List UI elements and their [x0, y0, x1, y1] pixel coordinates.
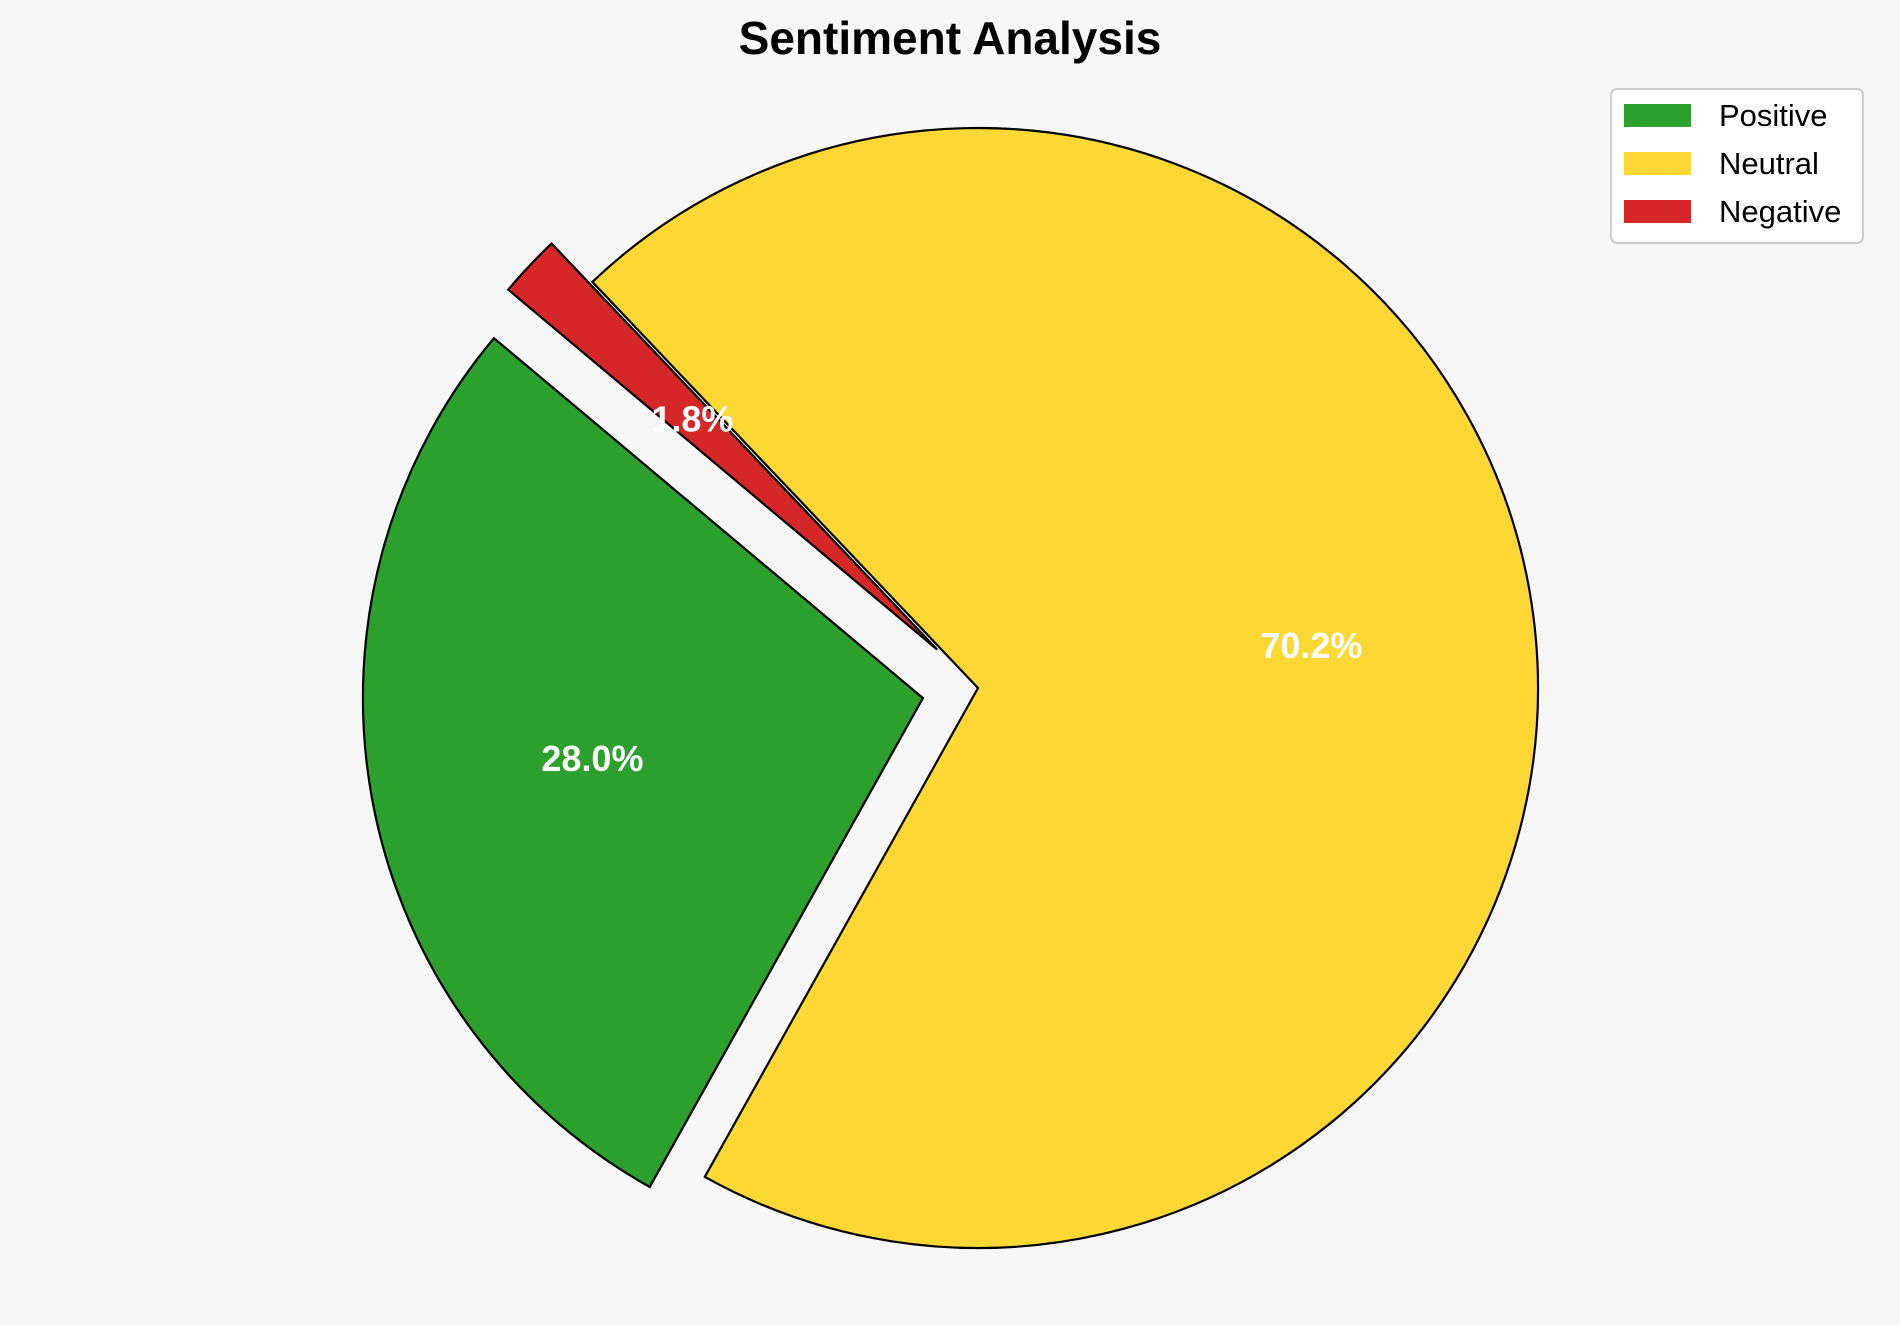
slice-label-negative: 1.8% [651, 398, 733, 439]
pie-slice-positive [361, 336, 925, 1189]
legend: Positive Neutral Negative [1610, 88, 1864, 244]
slice-label-positive: 28.0% [541, 738, 643, 779]
slice-label-neutral: 70.2% [1260, 625, 1362, 666]
pie-slice-negative [506, 242, 938, 651]
legend-label-negative: Negative [1719, 194, 1841, 229]
legend-label-neutral: Neutral [1719, 146, 1819, 181]
pie-slices [361, 126, 1540, 1250]
legend-swatch-neutral [1624, 152, 1691, 175]
legend-swatch-negative [1624, 200, 1691, 223]
legend-label-positive: Positive [1719, 98, 1828, 133]
pie-slice-neutral [590, 126, 1540, 1250]
chart-title: Sentiment Analysis [739, 12, 1162, 64]
legend-swatch-positive [1624, 104, 1691, 127]
pie-slice-labels: 28.0% 70.2% 1.8% [541, 398, 1362, 778]
